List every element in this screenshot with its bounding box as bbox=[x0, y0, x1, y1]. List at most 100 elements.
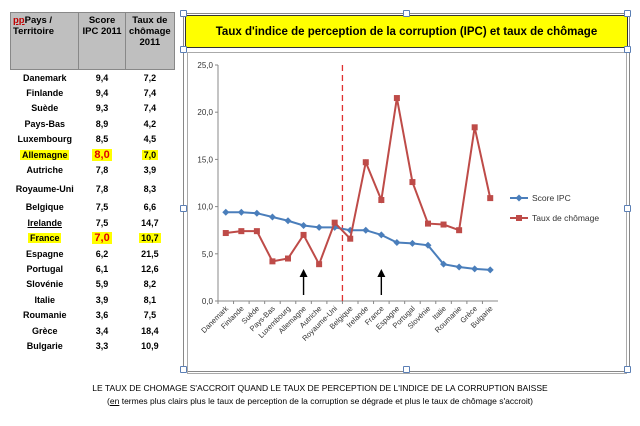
data-point-ipc bbox=[315, 223, 323, 231]
cell-country: Autriche bbox=[26, 165, 63, 176]
resize-handle[interactable] bbox=[180, 205, 187, 212]
arrow-head bbox=[377, 269, 386, 277]
resize-handle[interactable] bbox=[624, 10, 631, 17]
resize-handle[interactable] bbox=[403, 366, 410, 373]
series-line-0 bbox=[225, 211, 491, 271]
cell-ipc: 3,4 bbox=[95, 325, 109, 336]
data-point-ipc bbox=[300, 221, 308, 229]
cell-chomage: 4,5 bbox=[143, 134, 157, 145]
resize-handle[interactable] bbox=[624, 46, 631, 53]
table-row: Bulgarie 3,3 10,9 bbox=[11, 338, 175, 353]
cell-chomage: 8,3 bbox=[143, 183, 157, 194]
cell-ipc: 7,5 bbox=[95, 202, 109, 213]
data-point-ipc bbox=[486, 266, 494, 274]
data-point-chomage bbox=[409, 179, 416, 186]
table-header-row: ppPays / Territoire Score IPC 2011 Taux … bbox=[9, 12, 176, 70]
data-point-chomage bbox=[285, 255, 291, 262]
cell-chomage: 10,9 bbox=[141, 340, 159, 351]
cell-chomage: 10,7 bbox=[139, 233, 161, 244]
data-point-ipc bbox=[222, 208, 230, 216]
data-point-ipc bbox=[440, 260, 448, 268]
data-point-ipc bbox=[268, 213, 276, 221]
cell-country: Irelande bbox=[27, 217, 62, 228]
y-tick-label: 0,0 bbox=[202, 297, 214, 306]
cell-ipc: 6,2 bbox=[95, 248, 109, 259]
cell-country: Italie bbox=[34, 294, 55, 305]
data-point-chomage bbox=[456, 227, 463, 234]
data-point-ipc bbox=[237, 208, 245, 216]
cell-country: Danemark bbox=[22, 72, 67, 83]
cell-chomage: 7,0 bbox=[141, 149, 159, 160]
cell-chomage: 7,5 bbox=[143, 310, 157, 321]
data-point-chomage bbox=[378, 196, 385, 203]
data-point-chomage bbox=[347, 235, 354, 242]
data-point-ipc bbox=[253, 209, 261, 217]
cell-ipc: 3,3 bbox=[95, 340, 109, 351]
legend-label: Score IPC bbox=[532, 193, 571, 203]
table-row: Roumanie 3,6 7,5 bbox=[11, 307, 175, 322]
cell-ipc: 9,3 bbox=[95, 103, 109, 114]
data-point-chomage bbox=[425, 220, 431, 227]
table-row: Luxembourg 8,5 4,5 bbox=[11, 132, 175, 147]
data-point-ipc bbox=[284, 217, 292, 225]
cell-ipc: 7,0 bbox=[92, 232, 112, 245]
y-tick-label: 15,0 bbox=[197, 155, 213, 164]
table-row: Irelande 7,5 14,7 bbox=[11, 215, 175, 230]
data-point-chomage bbox=[253, 228, 260, 235]
chart-title: Taux d'indice de perception de la corrup… bbox=[185, 15, 628, 48]
table-row: Portugal 6,1 12,6 bbox=[11, 261, 175, 276]
resize-handle[interactable] bbox=[180, 46, 187, 53]
resize-handle[interactable] bbox=[624, 205, 631, 212]
data-point-chomage bbox=[222, 230, 229, 237]
cell-chomage: 6,6 bbox=[143, 202, 157, 213]
arrow-head bbox=[299, 269, 308, 277]
cell-chomage: 14,7 bbox=[141, 217, 159, 228]
data-point-chomage bbox=[300, 231, 307, 238]
cell-country: Bulgarie bbox=[26, 340, 63, 351]
table-row: Grèce 3,4 18,4 bbox=[11, 323, 175, 338]
cell-country: Slovénie bbox=[26, 279, 64, 290]
resize-handle[interactable] bbox=[403, 10, 410, 17]
data-point-ipc bbox=[362, 226, 370, 234]
cell-chomage: 7,4 bbox=[143, 88, 157, 99]
cell-country: Allemagne bbox=[19, 149, 70, 160]
data-point-ipc bbox=[408, 239, 416, 247]
cell-ipc: 7,8 bbox=[95, 183, 109, 194]
resize-handle[interactable] bbox=[180, 10, 187, 17]
cell-chomage: 21,5 bbox=[141, 248, 159, 259]
table-row: Finlande 9,4 7,4 bbox=[11, 85, 175, 100]
table-row: Allemagne 8,0 7,0 bbox=[11, 147, 175, 162]
data-point-chomage bbox=[316, 261, 323, 268]
data-point-chomage bbox=[487, 195, 494, 202]
data-point-ipc bbox=[393, 238, 401, 246]
footer-note: (en termes plus clairs plus le taux de p… bbox=[107, 396, 533, 406]
chart-area: 0,0 5,0 10,0 15,0 20,0 25,0 Danemark Finlande Su… bbox=[187, 52, 627, 374]
table-row: Pays-Bas 8,9 4,2 bbox=[11, 116, 175, 131]
data-point-chomage bbox=[238, 228, 245, 235]
table-row: Slovénie 5,9 8,2 bbox=[11, 277, 175, 292]
cell-ipc: 8,0 bbox=[92, 148, 112, 161]
cell-ipc: 9,4 bbox=[95, 72, 109, 83]
cell-country: Portugal bbox=[26, 263, 63, 274]
cell-chomage: 8,1 bbox=[143, 294, 157, 305]
resize-handle[interactable] bbox=[624, 366, 631, 373]
table-row: Suède 9,3 7,4 bbox=[11, 101, 175, 116]
data-point-ipc bbox=[377, 231, 385, 239]
cell-chomage: 4,2 bbox=[143, 118, 157, 129]
cell-ipc: 9,4 bbox=[95, 88, 109, 99]
cell-country: Luxembourg bbox=[17, 134, 72, 145]
cell-ipc: 7,8 bbox=[95, 165, 109, 176]
table-row: Autriche 7,8 3,9 bbox=[11, 162, 175, 177]
data-point-chomage bbox=[393, 95, 400, 102]
table-row: Espagne 6,2 21,5 bbox=[11, 246, 175, 261]
data-point-ipc bbox=[424, 241, 432, 249]
cell-chomage: 8,2 bbox=[143, 279, 157, 290]
table-row: Italie 3,9 8,1 bbox=[11, 292, 175, 307]
y-tick-label: 5,0 bbox=[202, 250, 214, 259]
header-ipc: Score IPC 2011 bbox=[78, 12, 126, 70]
cell-country: Grèce bbox=[31, 325, 58, 336]
table-row: Royaume-Uni 7,8 8,3 bbox=[11, 178, 175, 200]
cell-country: Roumanie bbox=[22, 310, 67, 321]
legend-marker bbox=[515, 194, 523, 202]
resize-handle[interactable] bbox=[180, 366, 187, 373]
